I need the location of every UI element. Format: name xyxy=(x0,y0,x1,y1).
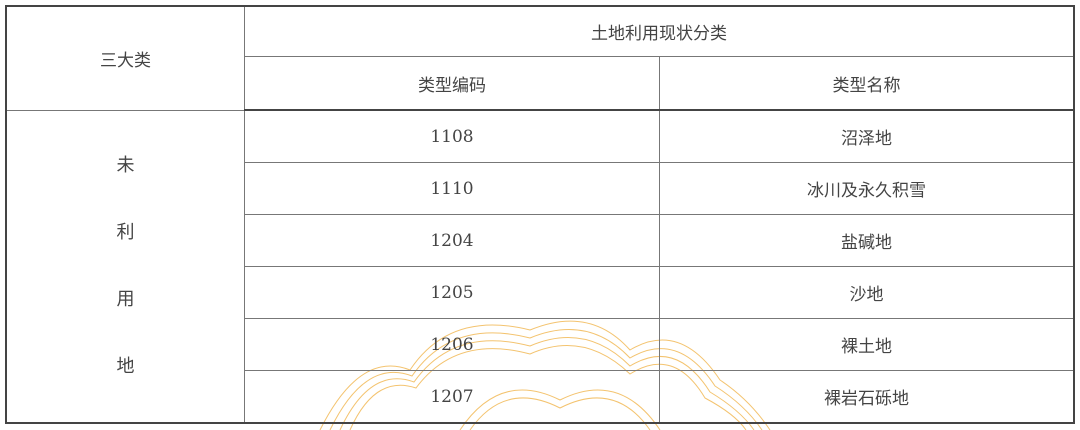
header-code: 类型编码 xyxy=(244,56,660,111)
code-cell: 1206 xyxy=(244,318,660,371)
table-row: 1206 裸土地 xyxy=(6,318,1075,371)
code-cell: 1110 xyxy=(244,162,660,215)
code-cell: 1108 xyxy=(244,109,660,163)
name-cell: 冰川及永久积雪 xyxy=(659,162,1075,215)
header-name: 类型名称 xyxy=(659,56,1075,111)
table-row: 1204 盐碱地 xyxy=(6,214,1075,267)
category-cell: 未利用地 xyxy=(5,109,245,424)
table-row: 1205 沙地 xyxy=(6,266,1075,319)
header-category: 三大类 xyxy=(5,5,245,111)
code-cell: 1204 xyxy=(244,214,660,267)
name-cell: 沼泽地 xyxy=(659,109,1075,163)
name-cell: 裸岩石砾地 xyxy=(659,370,1075,424)
header-group: 土地利用现状分类 xyxy=(244,5,1075,57)
name-cell: 沙地 xyxy=(659,266,1075,319)
table-row: 未利用地 1108 沼泽地 xyxy=(5,109,1075,424)
category-label: 未利用地 xyxy=(116,155,135,378)
code-cell: 1205 xyxy=(244,266,660,319)
name-cell: 裸土地 xyxy=(659,318,1075,371)
table-row: 1207 裸岩石砾地 xyxy=(6,370,1075,424)
code-cell: 1207 xyxy=(244,370,660,424)
land-use-classification-table: 三大类 土地利用现状分类 类型编码 类型名称 未利用地 1108 沼泽地 111… xyxy=(5,5,1075,424)
name-cell: 盐碱地 xyxy=(659,214,1075,267)
table-row: 1110 冰川及永久积雪 xyxy=(6,162,1075,215)
